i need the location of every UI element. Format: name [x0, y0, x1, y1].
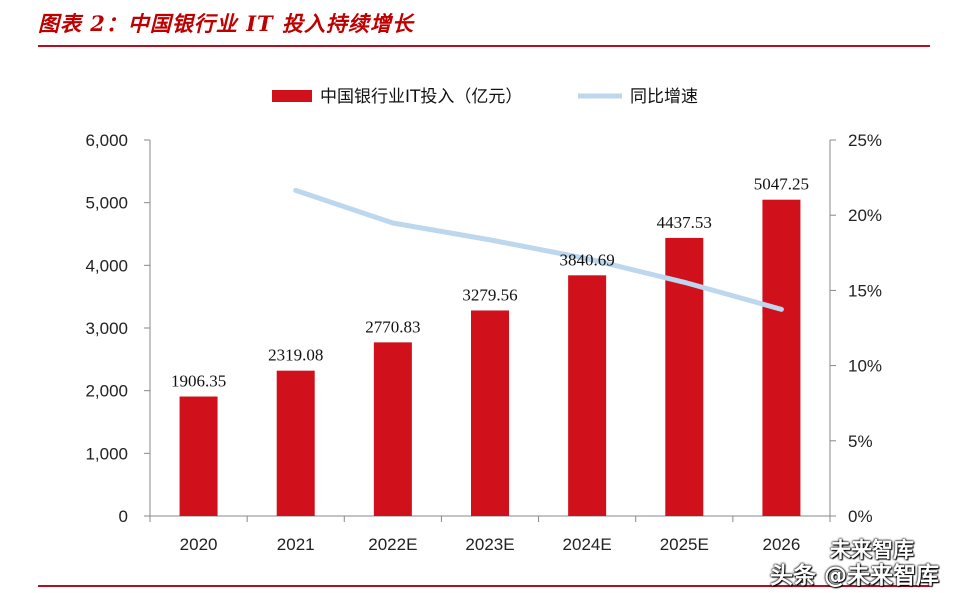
- left-tick-label: 6,000: [85, 131, 128, 150]
- growth-line: [293, 187, 784, 312]
- left-tick-label: 5,000: [85, 194, 128, 213]
- right-tick-label: 5%: [848, 432, 873, 451]
- bar-data-label: 2770.83: [365, 317, 420, 336]
- bar-data-label: 4437.53: [657, 213, 712, 232]
- bar-data-label: 3279.56: [462, 285, 517, 304]
- right-tick-label: 20%: [848, 206, 882, 225]
- bar-data-label: 2319.08: [268, 346, 323, 365]
- bar: [179, 396, 218, 516]
- footer-rule: [38, 585, 930, 587]
- bar-data-label: 5047.25: [754, 175, 809, 194]
- x-tick-label: 2026: [763, 535, 801, 554]
- legend-bar-label: 中国银行业IT投入（亿元）: [320, 87, 522, 107]
- x-tick-label: 2024E: [563, 535, 612, 554]
- watermark-handle: 头条 @未来智库: [770, 563, 940, 589]
- bar-data-label: 3840.69: [560, 250, 615, 269]
- figure-title: 图表 2：中国银行业 IT 投入持续增长: [38, 11, 414, 36]
- right-tick-label: 25%: [848, 131, 882, 150]
- title-rule: [38, 45, 930, 47]
- bar: [762, 199, 801, 516]
- bar-data-label: 1906.35: [171, 372, 226, 391]
- x-tick-label: 2023E: [465, 535, 514, 554]
- left-tick-label: 0: [119, 507, 128, 526]
- x-tick-label: 2021: [277, 535, 315, 554]
- left-tick-label: 3,000: [85, 319, 128, 338]
- bar: [471, 310, 509, 516]
- bar: [373, 342, 412, 516]
- x-tick-label: 2020: [180, 535, 218, 554]
- bar: [276, 370, 315, 516]
- right-tick-label: 0%: [848, 507, 873, 526]
- left-tick-label: 2,000: [85, 382, 128, 401]
- legend-line-label: 同比增速: [630, 87, 698, 107]
- left-tick-label: 1,000: [85, 444, 128, 463]
- right-tick-label: 15%: [848, 281, 882, 300]
- x-tick-label: 2025E: [660, 535, 709, 554]
- legend-bar-swatch: [272, 90, 312, 102]
- right-tick-label: 10%: [848, 357, 882, 376]
- x-tick-label: 2022E: [368, 535, 417, 554]
- left-tick-label: 4,000: [85, 256, 128, 275]
- bar: [568, 275, 607, 516]
- watermark-logo-text: 未来智库: [830, 538, 914, 562]
